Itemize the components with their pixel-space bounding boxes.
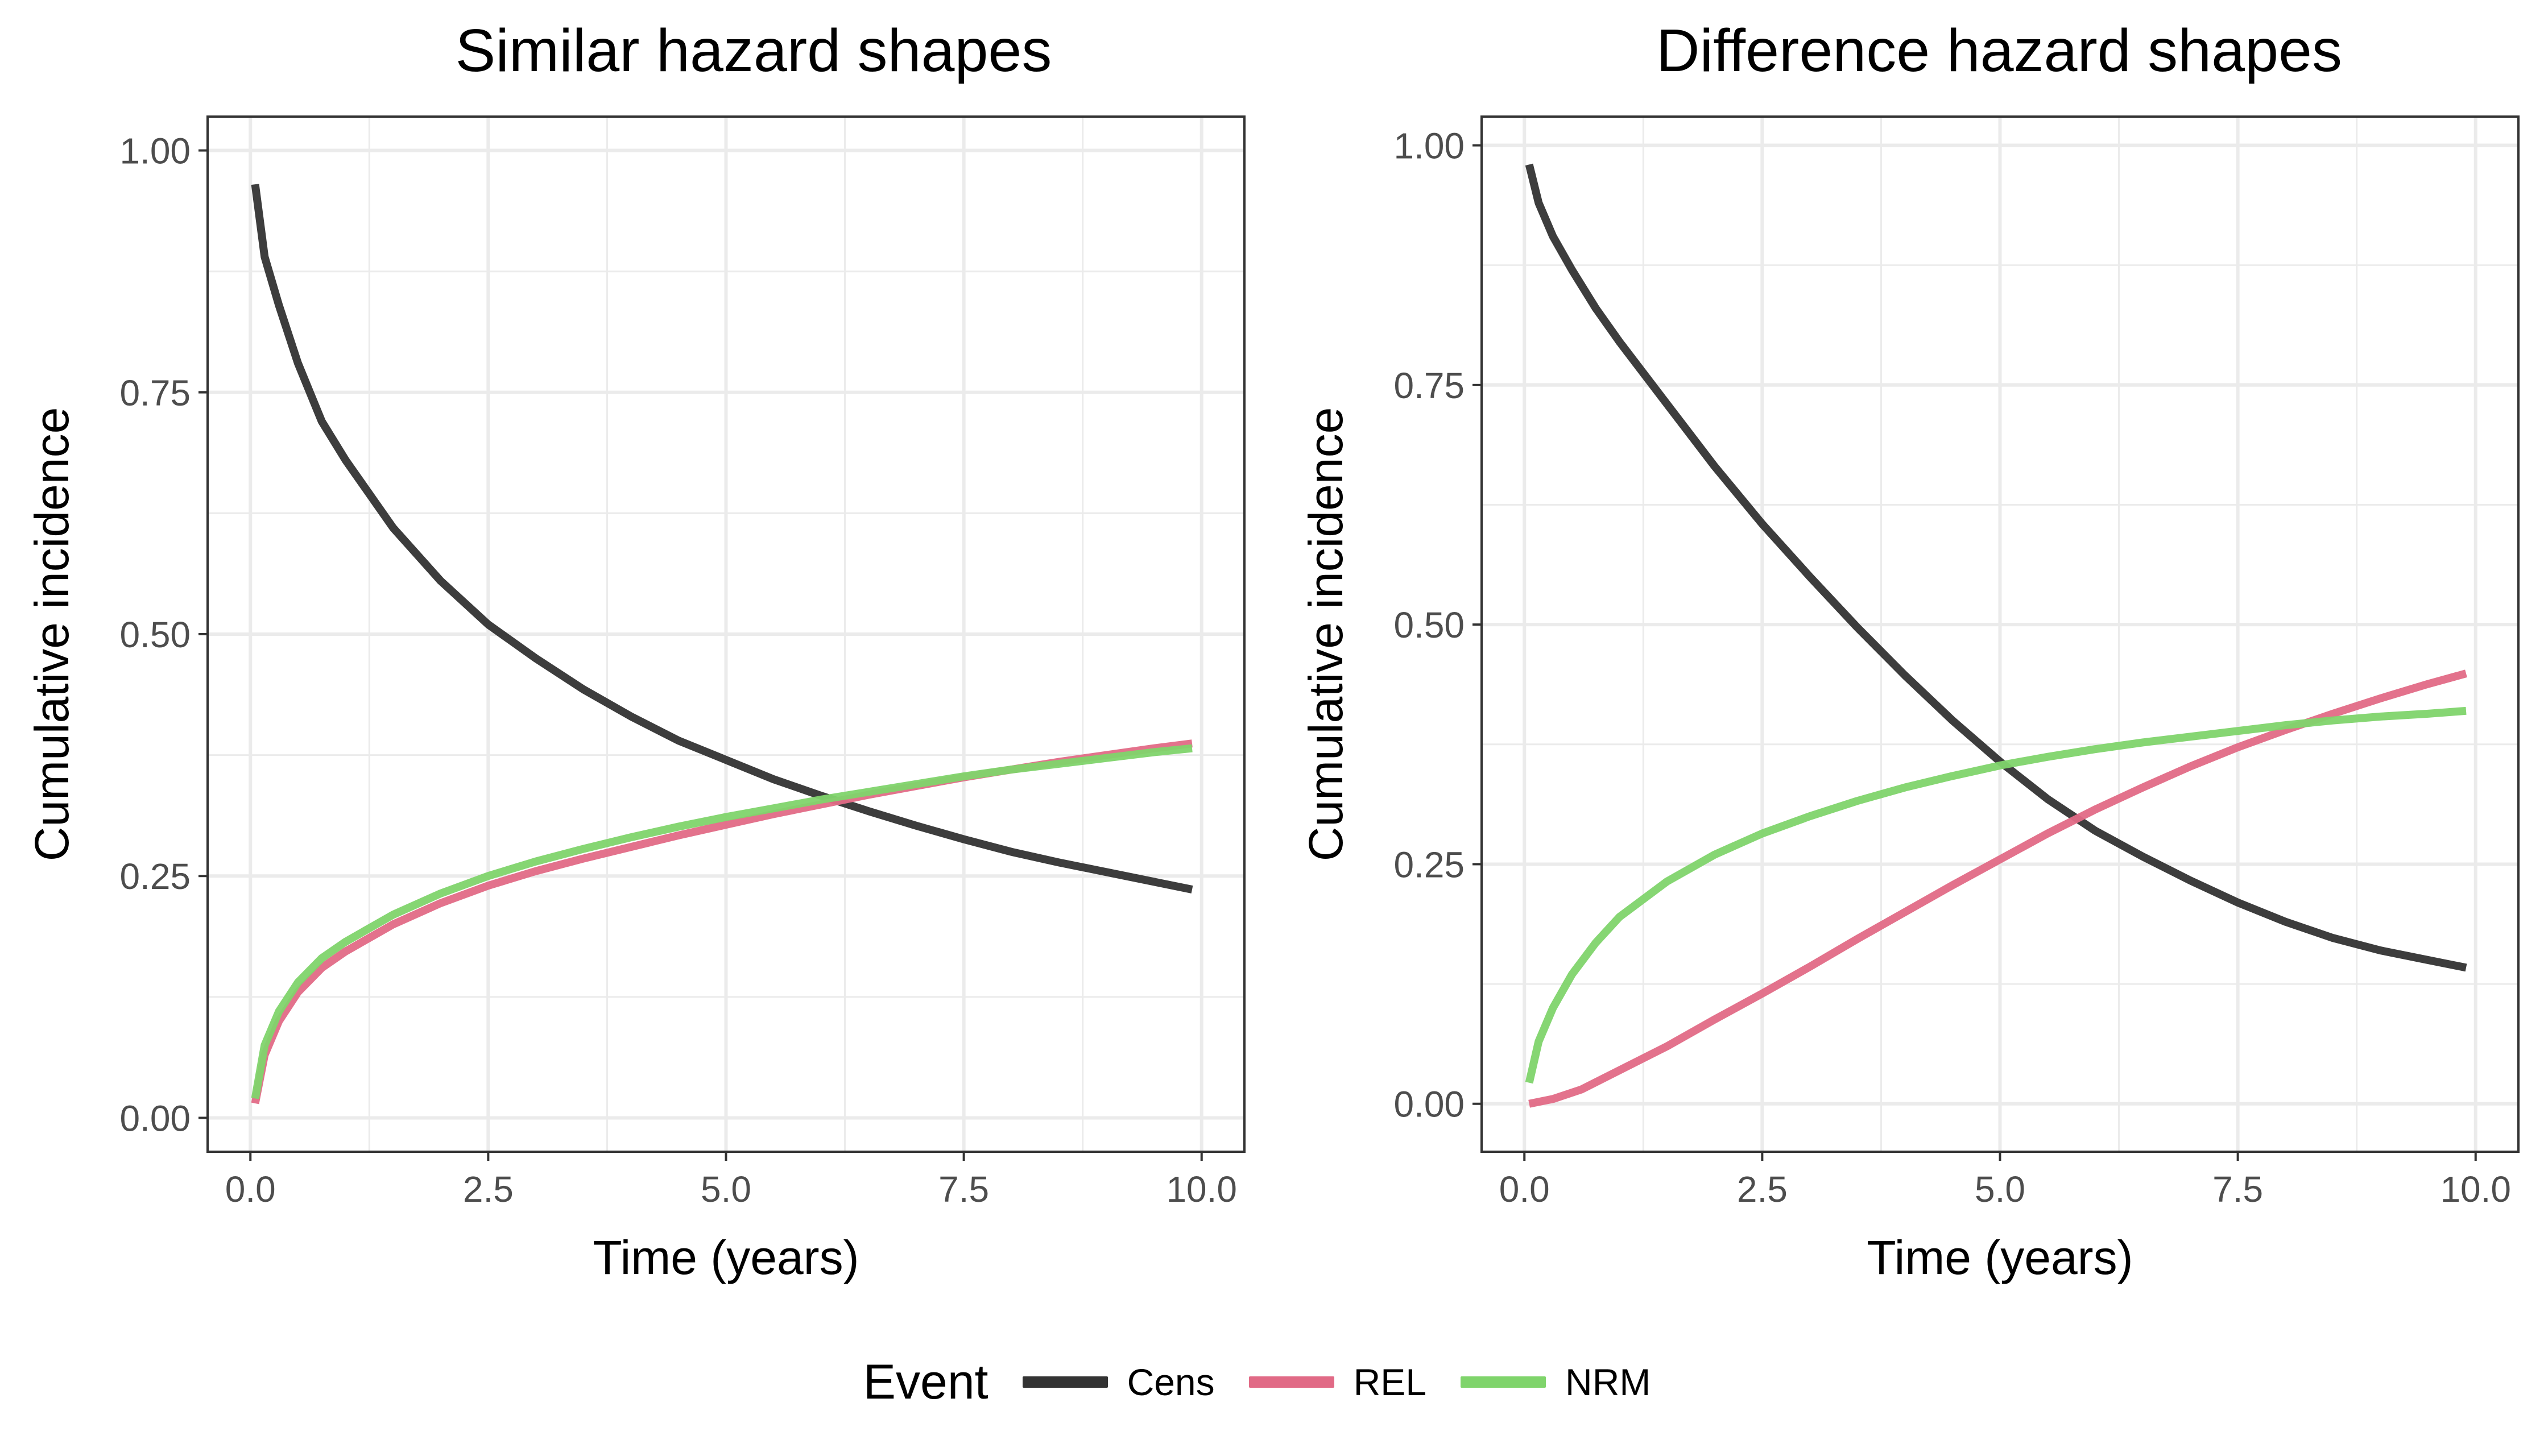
y-axis-label: Cumulative incidence (25, 407, 78, 861)
x-axis-label: Time (years) (1867, 1231, 2133, 1284)
series-line-cens (251, 184, 1193, 894)
x-tick-label: 5.0 (1975, 1169, 2025, 1210)
y-tick-label: 0.00 (119, 1098, 191, 1139)
y-tick-label: 0.50 (1393, 605, 1465, 646)
legend-title: Event (863, 1354, 988, 1409)
y-tick-label: 0.25 (1393, 844, 1465, 885)
x-tick-label: 0.0 (225, 1169, 276, 1210)
x-tick-label: 5.0 (701, 1169, 751, 1210)
x-tick-label: 10.0 (2440, 1169, 2511, 1210)
y-axis-label: Cumulative incidence (1299, 407, 1352, 861)
legend-item-cens: Cens (1022, 1360, 1215, 1404)
y-tick-label: 0.00 (1393, 1084, 1465, 1125)
x-tick-label: 0.0 (1499, 1169, 1550, 1210)
y-tick-label: 0.50 (119, 614, 191, 655)
legend-key-nrm (1461, 1376, 1546, 1388)
x-tick-label: 10.0 (1166, 1169, 1237, 1210)
y-tick-label: 0.75 (119, 373, 191, 413)
legend: Event Cens REL NRM (0, 1342, 2548, 1422)
legend-item-nrm: NRM (1461, 1360, 1651, 1404)
y-tick-label: 1.00 (119, 131, 191, 172)
x-tick-label: 7.5 (2212, 1169, 2263, 1210)
series-line-nrm (1525, 706, 2467, 1084)
legend-key-rel (1248, 1376, 1334, 1388)
legend-label-nrm: NRM (1565, 1361, 1651, 1403)
series-line-cens (1525, 163, 2467, 972)
legend-item-rel: REL (1248, 1360, 1427, 1404)
chart-title: Difference hazard shapes (1656, 17, 2342, 84)
y-tick-label: 0.75 (1393, 365, 1465, 406)
y-tick-label: 0.25 (119, 856, 191, 897)
legend-label-cens: Cens (1127, 1361, 1215, 1403)
x-tick-label: 2.5 (463, 1169, 514, 1210)
legend-key-cens (1022, 1376, 1108, 1388)
legend-label-rel: REL (1353, 1361, 1427, 1403)
y-tick-label: 1.00 (1393, 126, 1465, 167)
chart-panel-2: 0.0 2.5 5.0 7.5 10.0 0.00 0.25 0.50 0.75 1.00 Diff… (1299, 17, 2520, 1284)
x-tick-label: 2.5 (1737, 1169, 1788, 1210)
series-line-nrm (251, 744, 1193, 1099)
chart-panel-1: 0.0 2.5 5.0 7.5 10.0 0.00 0.25 0.50 0.75 1.00 Simi… (25, 17, 1246, 1284)
x-tick-label: 7.5 (938, 1169, 989, 1210)
x-axis-label: Time (years) (593, 1231, 859, 1284)
chart-title: Similar hazard shapes (456, 17, 1052, 84)
